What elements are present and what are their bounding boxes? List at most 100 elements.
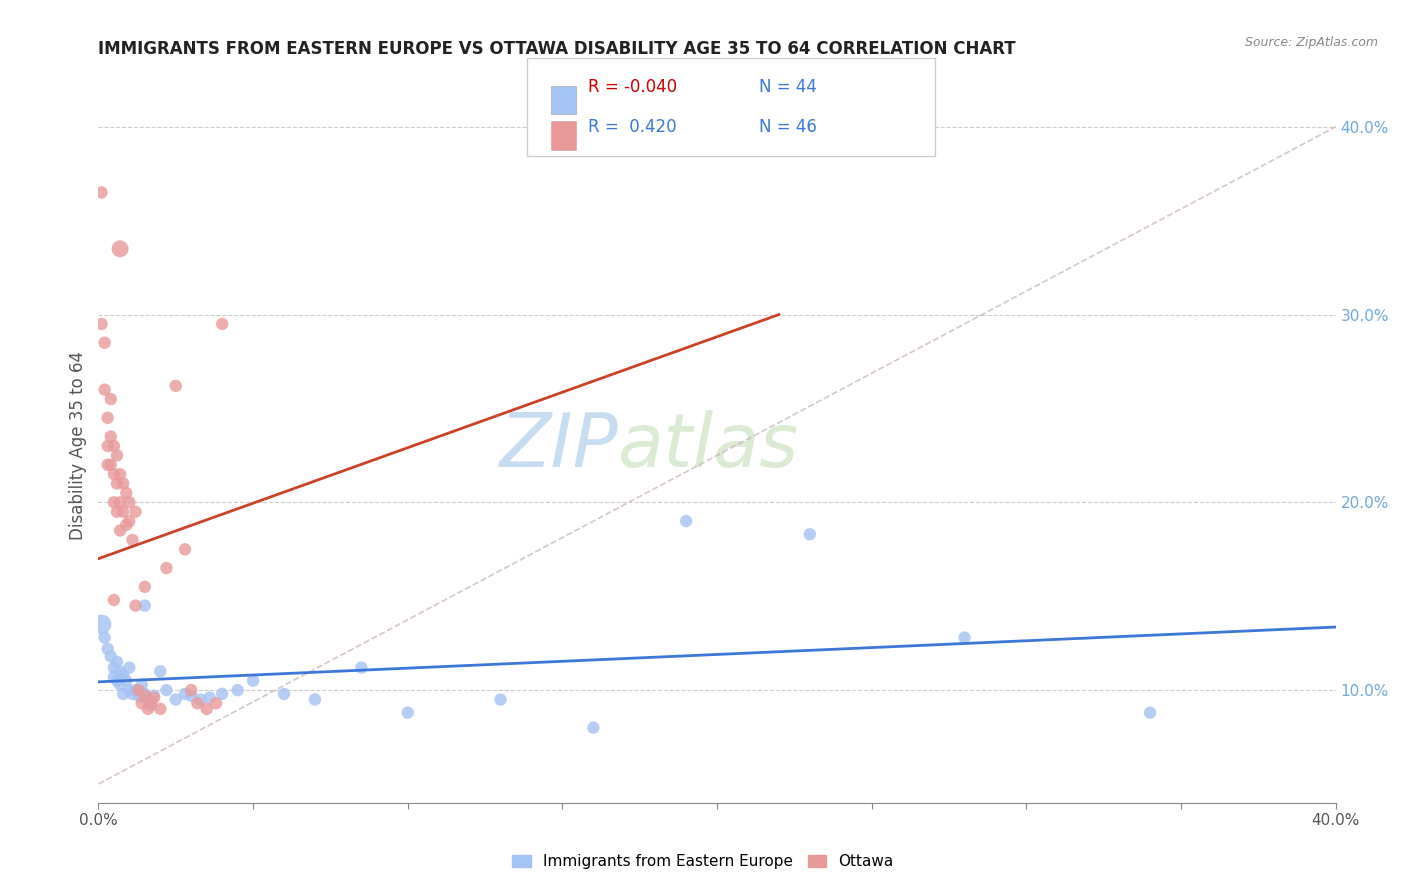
Point — [100, 429, 122, 443]
Point — [124, 505, 146, 519]
Point — [118, 514, 141, 528]
Point — [953, 631, 976, 645]
Text: atlas: atlas — [619, 410, 800, 482]
Point — [97, 458, 120, 472]
Point — [103, 495, 125, 509]
Point — [103, 467, 125, 482]
Point — [136, 692, 159, 706]
Point — [134, 599, 156, 613]
Point — [103, 670, 125, 684]
Point — [90, 186, 112, 200]
Point — [115, 486, 138, 500]
Point — [134, 580, 156, 594]
Point — [149, 702, 172, 716]
Point — [108, 495, 131, 509]
Text: R =  0.420: R = 0.420 — [588, 118, 676, 136]
Point — [93, 631, 115, 645]
Point — [799, 527, 821, 541]
Point — [112, 476, 135, 491]
Point — [489, 692, 512, 706]
Point — [675, 514, 697, 528]
Point — [103, 593, 125, 607]
Point — [134, 689, 156, 703]
Point — [139, 698, 162, 713]
Point — [149, 665, 172, 679]
Point — [108, 467, 131, 482]
Point — [121, 533, 143, 547]
Point — [100, 649, 122, 664]
Point — [242, 673, 264, 688]
Text: ZIP: ZIP — [499, 410, 619, 482]
Point — [124, 599, 146, 613]
Point — [211, 687, 233, 701]
Text: IMMIGRANTS FROM EASTERN EUROPE VS OTTAWA DISABILITY AGE 35 TO 64 CORRELATION CHA: IMMIGRANTS FROM EASTERN EUROPE VS OTTAWA… — [98, 40, 1017, 58]
Point — [100, 392, 122, 406]
Point — [198, 690, 221, 705]
Legend: Immigrants from Eastern Europe, Ottawa: Immigrants from Eastern Europe, Ottawa — [506, 848, 900, 875]
Point — [105, 673, 128, 688]
Point — [131, 677, 153, 691]
Point — [136, 702, 159, 716]
Point — [93, 335, 115, 350]
Point — [112, 668, 135, 682]
Point — [103, 439, 125, 453]
Point — [115, 673, 138, 688]
Point — [186, 696, 208, 710]
Point — [1139, 706, 1161, 720]
Point — [128, 689, 150, 703]
Point — [139, 696, 162, 710]
Point — [97, 439, 120, 453]
Text: N = 44: N = 44 — [759, 78, 817, 96]
Point — [396, 706, 419, 720]
Point — [128, 683, 150, 698]
Point — [304, 692, 326, 706]
Point — [108, 524, 131, 538]
Point — [90, 617, 112, 632]
Point — [97, 410, 120, 425]
Point — [190, 692, 212, 706]
Point — [90, 317, 112, 331]
Point — [180, 689, 202, 703]
Point — [131, 696, 153, 710]
Point — [105, 449, 128, 463]
Text: Source: ZipAtlas.com: Source: ZipAtlas.com — [1244, 36, 1378, 49]
Point — [100, 458, 122, 472]
Point — [115, 517, 138, 532]
Point — [118, 660, 141, 674]
Point — [143, 690, 166, 705]
Point — [108, 665, 131, 679]
Point — [118, 495, 141, 509]
Text: N = 46: N = 46 — [759, 118, 817, 136]
Point — [350, 660, 373, 674]
Point — [103, 660, 125, 674]
Point — [174, 687, 197, 701]
Point — [211, 317, 233, 331]
Point — [108, 677, 131, 691]
Point — [155, 561, 177, 575]
Point — [134, 687, 156, 701]
Point — [180, 683, 202, 698]
Point — [93, 383, 115, 397]
Point — [165, 692, 187, 706]
Y-axis label: Disability Age 35 to 64: Disability Age 35 to 64 — [69, 351, 87, 541]
Point — [105, 655, 128, 669]
Point — [195, 702, 218, 716]
Point — [105, 505, 128, 519]
Point — [112, 687, 135, 701]
Point — [273, 687, 295, 701]
Point — [121, 687, 143, 701]
Point — [97, 641, 120, 656]
Text: R = -0.040: R = -0.040 — [588, 78, 676, 96]
Point — [105, 476, 128, 491]
Point — [143, 689, 166, 703]
Point — [205, 696, 228, 710]
Point — [112, 505, 135, 519]
Point — [108, 242, 131, 256]
Point — [165, 379, 187, 393]
Point — [226, 683, 249, 698]
Point — [174, 542, 197, 557]
Point — [155, 683, 177, 698]
Point — [124, 683, 146, 698]
Point — [582, 721, 605, 735]
Point — [118, 683, 141, 698]
